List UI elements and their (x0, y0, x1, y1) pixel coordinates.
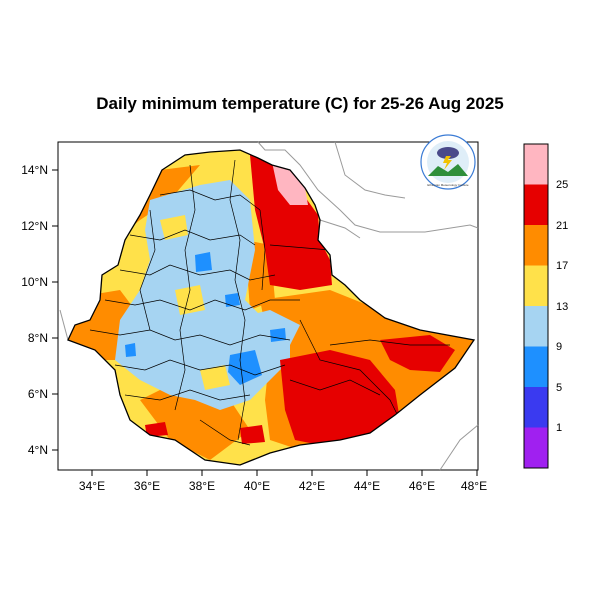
map-title: Daily minimum temperature (C) for 25-26 … (96, 94, 504, 113)
legend-swatch (524, 387, 548, 428)
legend-label: 17 (556, 260, 568, 272)
x-tick-label: 46°E (409, 479, 435, 493)
legend-label: 13 (556, 301, 568, 313)
y-tick-label: 12°N (21, 219, 48, 233)
legend-swatch (524, 346, 548, 387)
legend-swatch (524, 265, 548, 306)
x-tick-label: 44°E (354, 479, 380, 493)
legend-label: 5 (556, 382, 562, 394)
legend-swatch (524, 184, 548, 225)
neighbour-borders (59, 141, 479, 471)
logo-text: Ethiopian Meteorology Institute (427, 183, 469, 187)
y-tick-label: 14°N (21, 163, 48, 177)
y-tick-labels: 14°N 12°N 10°N 8°N 6°N 4°N (21, 163, 48, 457)
admin-borders (89, 159, 450, 446)
legend-label: 21 (556, 220, 568, 232)
x-tick-label: 36°E (134, 479, 160, 493)
legend-swatch (524, 427, 548, 468)
meteorology-agency-logo: Ethiopian Meteorology Institute (420, 134, 476, 190)
y-tick-label: 6°N (28, 387, 48, 401)
legend-label: 9 (556, 341, 562, 353)
legend-swatch (524, 306, 548, 347)
x-tick-labels: 34°E 36°E 38°E 40°E 42°E 44°E 46°E 48°E (79, 479, 487, 493)
colorbar: 25 21 17 13 9 5 1 (523, 143, 568, 469)
x-tick-label: 48°E (461, 479, 487, 493)
x-tick-label: 38°E (189, 479, 215, 493)
axis-ticks (52, 169, 478, 476)
y-tick-label: 8°N (28, 331, 48, 345)
x-tick-label: 34°E (79, 479, 105, 493)
y-tick-label: 10°N (21, 275, 48, 289)
x-tick-label: 42°E (299, 479, 325, 493)
y-tick-label: 4°N (28, 443, 48, 457)
legend-label: 25 (556, 179, 568, 191)
legend-swatch (524, 225, 548, 266)
x-tick-label: 40°E (244, 479, 270, 493)
legend-swatch (524, 144, 548, 185)
legend-label: 1 (556, 422, 562, 434)
